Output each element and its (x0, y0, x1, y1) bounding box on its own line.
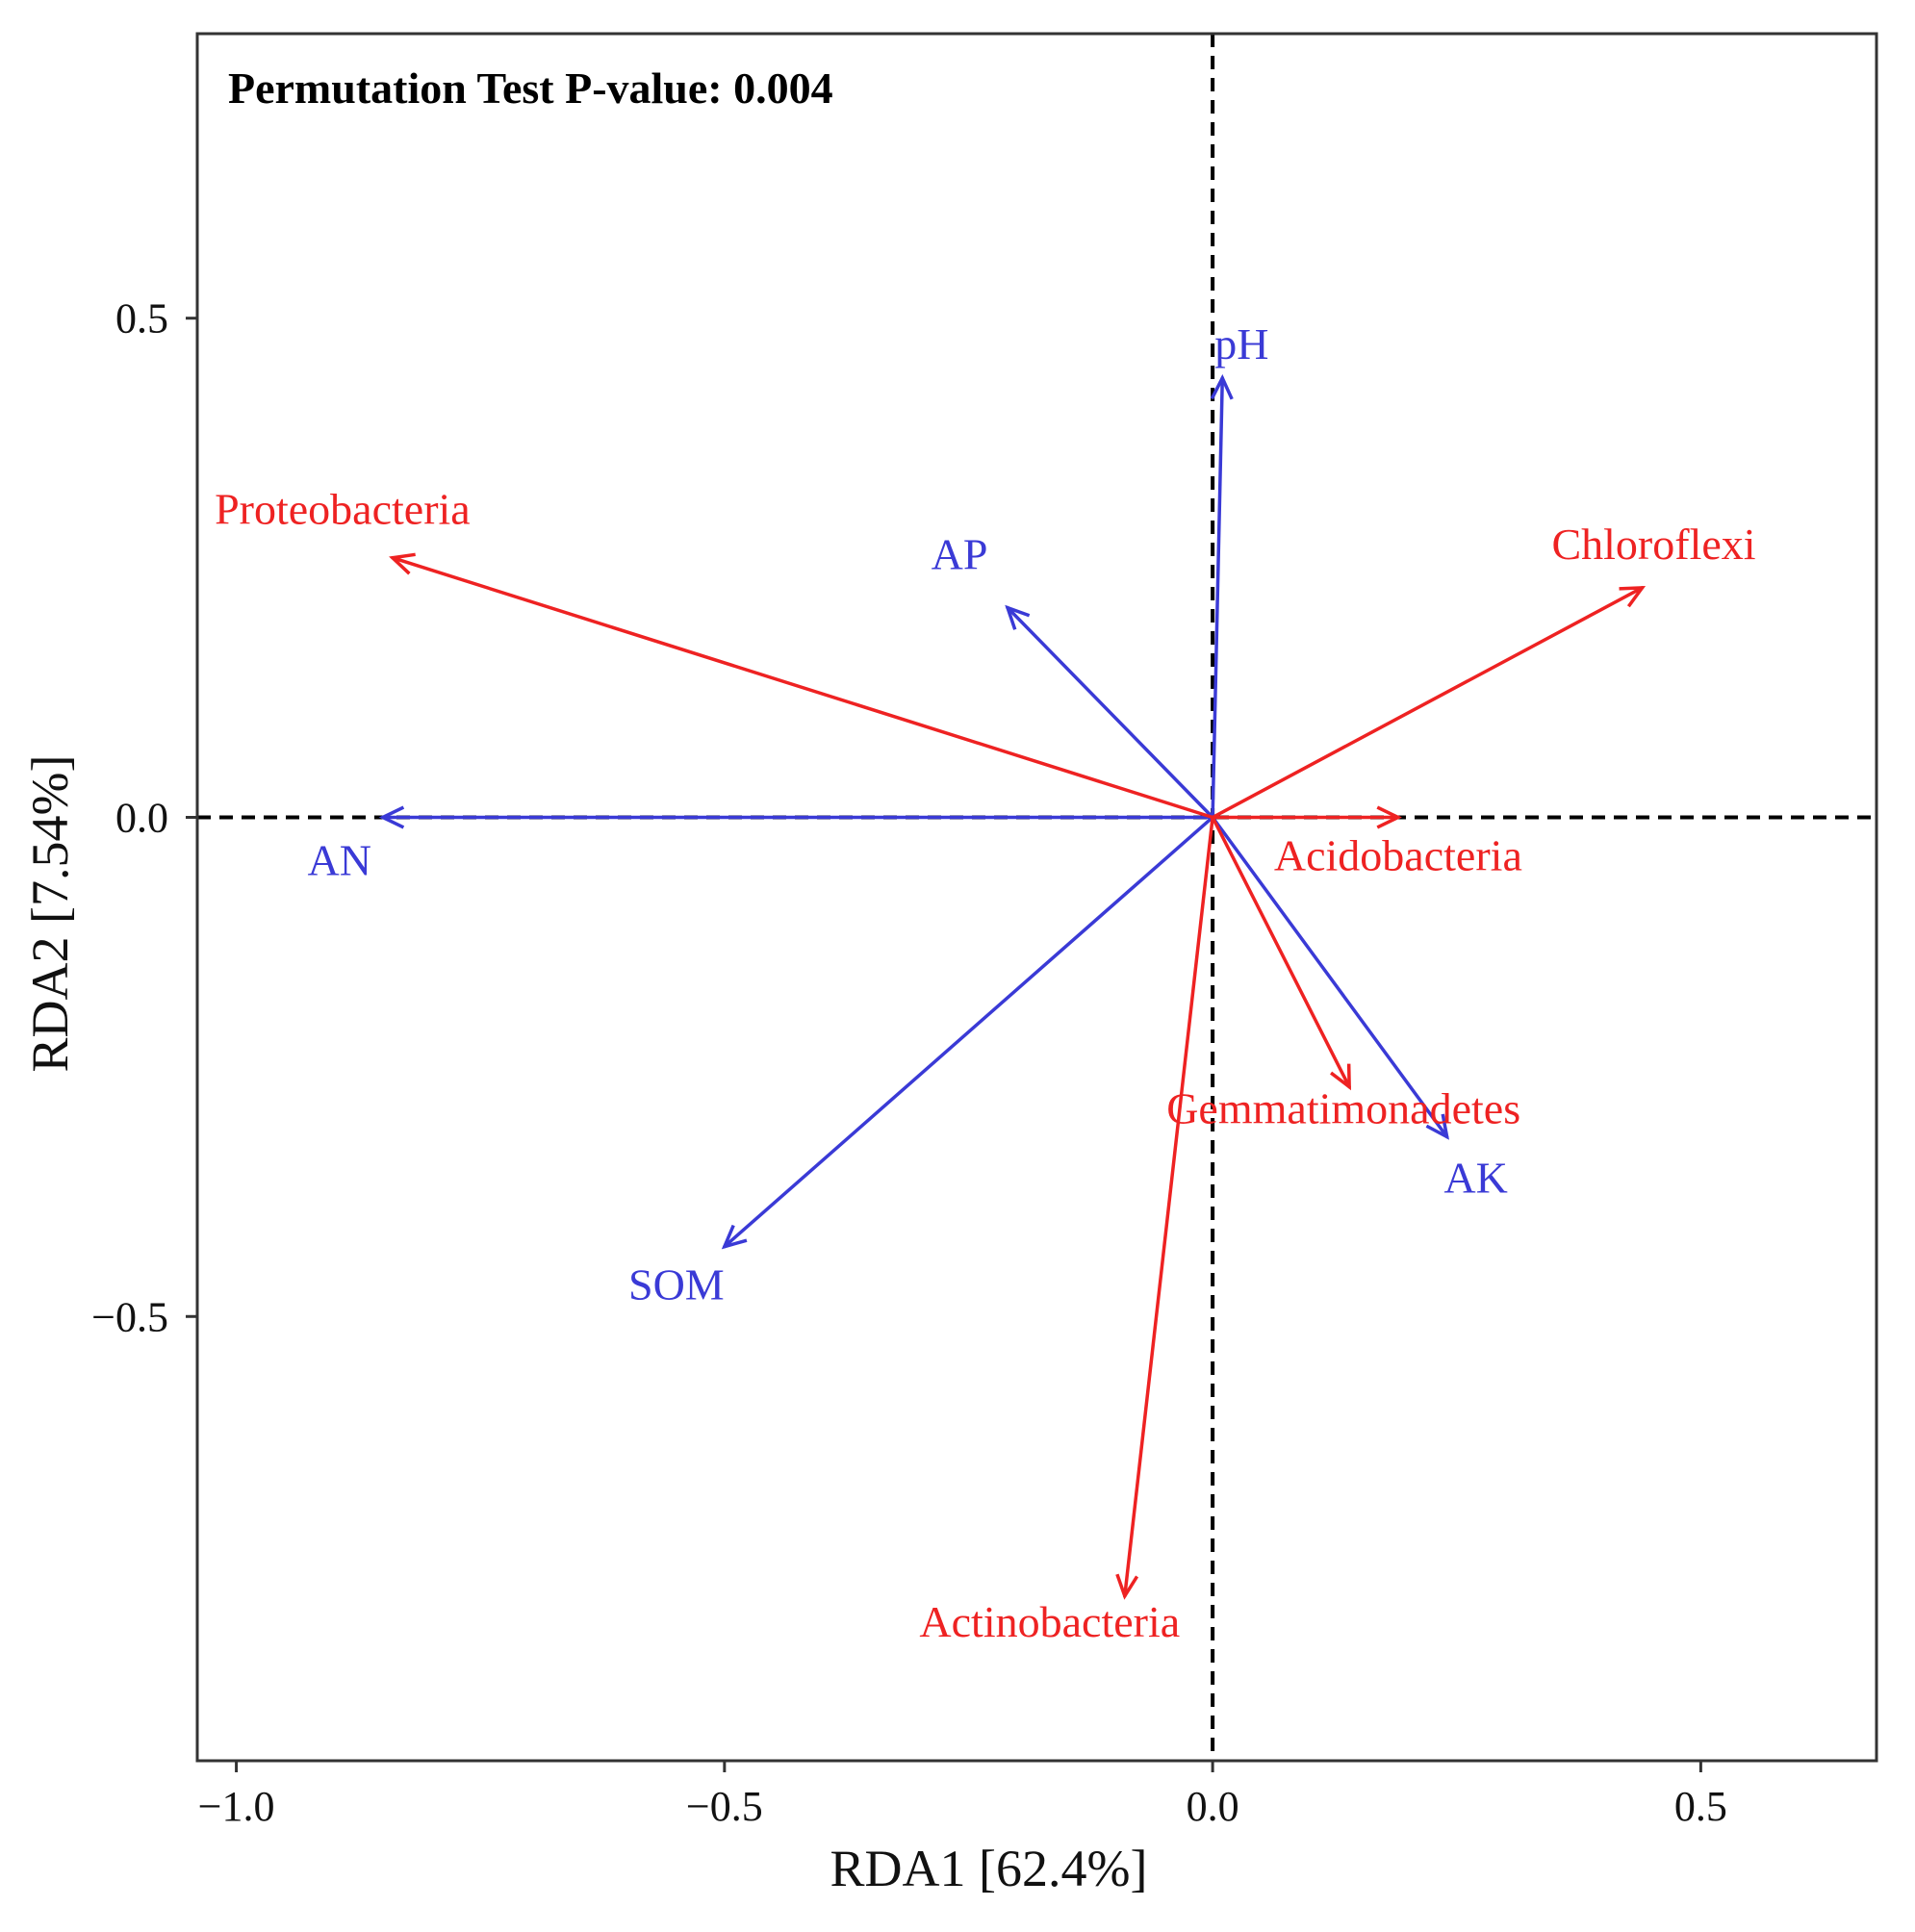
y-tick-label: 0.0 (115, 794, 168, 841)
vector-label-ph: pH (1214, 319, 1268, 369)
arrowhead-som (721, 1224, 748, 1250)
arrowhead-actinobacteria (1115, 1573, 1139, 1600)
vector-ap (1006, 605, 1214, 820)
vector-proteobacteria (391, 555, 1214, 820)
vector-label-som: SOM (628, 1260, 725, 1309)
vector-gemmatimonadetes (1211, 815, 1351, 1089)
vector-ph (1211, 376, 1225, 820)
vectors-layer: pH AP AN SOM AK Proteobacteria Chloroflexi Acid… (215, 319, 1755, 1646)
arrowhead-acidobacteria (1376, 805, 1402, 829)
vector-label-actinobacteria: Actinobacteria (919, 1597, 1180, 1646)
arrowhead-ph (1210, 373, 1234, 400)
vector-label-gemmatimonadetes: Gemmatimonadetes (1166, 1084, 1520, 1133)
x-axis-title: RDA1 [62.4%] (830, 1840, 1148, 1897)
vector-label-ap: AP (932, 530, 988, 579)
vector-actinobacteria (1123, 815, 1214, 1598)
arrowhead-chloroflexi (1619, 585, 1647, 608)
x-tick-label: 0.0 (1187, 1783, 1239, 1830)
x-tick-label: 0.5 (1674, 1783, 1727, 1830)
arrowhead-ak (1425, 1113, 1449, 1140)
permutation-test-annotation: Permutation Test P-value: 0.004 (228, 64, 833, 113)
y-tick-label: 0.5 (115, 295, 168, 343)
environmental-factor-vectors: pH AP AN SOM AK (308, 319, 1508, 1309)
vector-som (723, 815, 1214, 1249)
vector-chloroflexi (1211, 586, 1645, 820)
vector-label-proteobacteria: Proteobacteria (215, 485, 471, 534)
reference-lines (197, 34, 1877, 1761)
y-tick-label: −0.5 (91, 1293, 168, 1340)
x-tick-label: −0.5 (686, 1783, 763, 1830)
arrowhead-proteobacteria (389, 552, 416, 575)
vector-label-an: AN (308, 835, 371, 884)
y-axis: 0.5 0.0 −0.5 (91, 295, 197, 1340)
arrowhead-an (378, 805, 405, 829)
x-tick-label: −1.0 (198, 1783, 275, 1830)
arrowhead-ap (1005, 604, 1031, 630)
vector-ak (1211, 815, 1449, 1139)
arrowhead-gemmatimonadetes (1330, 1063, 1351, 1091)
y-axis-title: RDA2 [7.54%] (21, 755, 79, 1073)
plot-frame (195, 32, 1878, 1763)
x-axis: −1.0 −0.5 0.0 0.5 (198, 1761, 1727, 1830)
vector-label-chloroflexi: Chloroflexi (1551, 520, 1755, 569)
phylum-vectors: Proteobacteria Chloroflexi Acidobacteria Ge… (215, 485, 1755, 1646)
vector-label-acidobacteria: Acidobacteria (1274, 830, 1522, 879)
vector-label-ak: AK (1443, 1154, 1507, 1203)
